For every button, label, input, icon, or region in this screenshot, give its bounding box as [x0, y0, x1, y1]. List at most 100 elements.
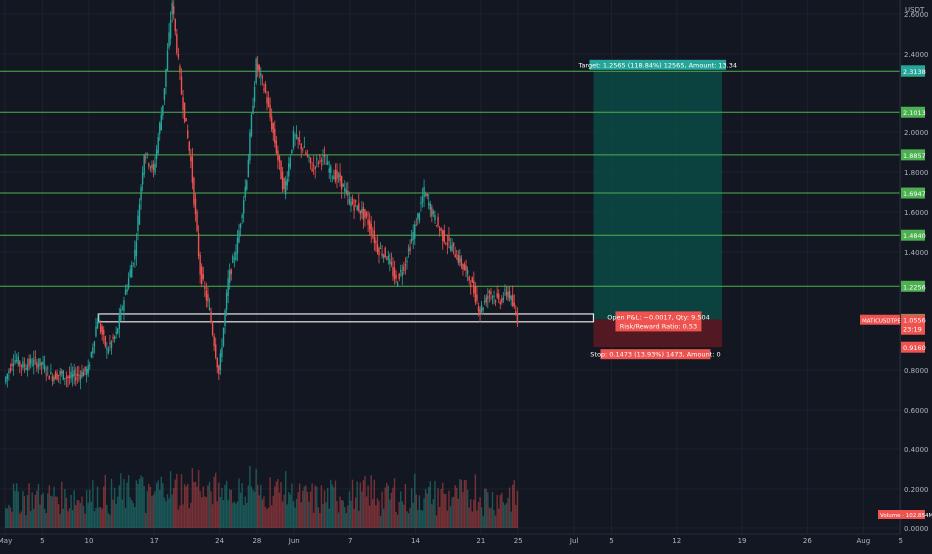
volume-bar [381, 491, 383, 528]
support-zone[interactable] [97, 313, 595, 323]
volume-bar [6, 508, 9, 528]
candle-body [96, 322, 99, 329]
volume-bar [395, 511, 397, 528]
y-tick-label: 1.8000 [904, 169, 929, 177]
volume-bar [48, 485, 51, 528]
volume-bar [124, 507, 127, 528]
volume-bar [373, 479, 376, 528]
candle-body [56, 373, 58, 380]
current-price-badge [901, 314, 925, 335]
volume-bar [498, 508, 500, 528]
candle-body [344, 187, 346, 192]
candle-body [465, 265, 467, 271]
volume-bar [208, 481, 211, 528]
candle-body [62, 370, 65, 380]
candle-body [140, 186, 142, 201]
volume-bar [235, 503, 237, 528]
candle-body [323, 154, 326, 157]
volume-bar [258, 495, 260, 528]
candle-body [345, 190, 348, 193]
volume-bar [488, 507, 491, 528]
candle-body [166, 50, 169, 71]
volume-bar [390, 492, 393, 528]
volume-bar [236, 501, 239, 528]
volume-bar [471, 511, 473, 528]
candle-body [452, 242, 455, 247]
rr-label: Risk/Reward Ratio: 0.53 [620, 322, 697, 330]
candle-body [65, 376, 68, 379]
grid-layer [0, 0, 902, 534]
volume-bar [491, 491, 494, 528]
volume-bar [438, 506, 441, 528]
x-tick-label: 5 [609, 537, 613, 545]
candle-body [93, 341, 96, 347]
volume-bar [333, 487, 335, 528]
candle-body [193, 177, 195, 205]
x-tick-label: 26 [803, 537, 812, 545]
volume-bar [73, 490, 75, 528]
candle-body [277, 150, 279, 160]
candle-body [190, 155, 192, 162]
candle-body [42, 361, 44, 365]
volume-bar [34, 494, 37, 528]
candle-body [403, 266, 405, 271]
target-badge-text: 2.3138 [903, 68, 926, 76]
candle-body [302, 149, 304, 151]
volume-bar [138, 478, 141, 528]
candle-body [317, 162, 320, 164]
volume-bar [309, 491, 312, 528]
volume-bar [95, 508, 97, 528]
candle-body [23, 364, 26, 367]
candle-body [64, 378, 66, 380]
candle-body [429, 204, 431, 210]
candle-body [494, 300, 497, 302]
volume-bar [90, 501, 93, 528]
candle-body [295, 134, 298, 139]
volume-bar [277, 479, 279, 528]
candle-body [154, 163, 156, 173]
volume-bar [392, 487, 394, 528]
volume-bar [242, 505, 245, 528]
candle-body [61, 371, 63, 373]
volume-bar [154, 491, 156, 528]
candle-body [5, 377, 7, 383]
volume-bar [421, 510, 424, 528]
candle-body [424, 194, 427, 196]
candle-body [155, 149, 158, 159]
volume-bar [81, 496, 83, 528]
volume-bar [269, 477, 271, 528]
candle-body [241, 214, 243, 218]
volume-bar [510, 511, 512, 528]
target-label-bg [589, 59, 727, 70]
volume-bar [20, 511, 23, 528]
volume-bar [53, 486, 55, 528]
volume-bar [199, 491, 201, 528]
y-tick-label: 2.4000 [904, 51, 929, 59]
candle-body [204, 286, 206, 289]
volume-bar [345, 513, 348, 528]
candle-body [235, 252, 237, 261]
candle-body [485, 297, 487, 303]
volume-bar [33, 508, 35, 528]
volume-bar [123, 479, 125, 528]
volume-bar [470, 499, 472, 528]
horizontal-levels: 2.31182.10131.88571.69471.48401.22562.31… [0, 65, 926, 323]
volume-bar [358, 510, 360, 528]
candle-body [78, 374, 80, 376]
candle-body [364, 209, 366, 218]
volume-bar [314, 485, 316, 528]
volume-bar [143, 486, 145, 528]
candle-body [45, 373, 47, 375]
volume-bar [205, 497, 208, 528]
candle-body [449, 246, 452, 250]
candle-body [73, 370, 75, 377]
volume-bar [359, 482, 362, 528]
candle-body [337, 174, 340, 177]
candle-body [115, 331, 117, 334]
volume-bar [70, 494, 72, 528]
candle-body [513, 302, 515, 307]
candle-body [113, 336, 116, 340]
candle-body [22, 361, 24, 368]
